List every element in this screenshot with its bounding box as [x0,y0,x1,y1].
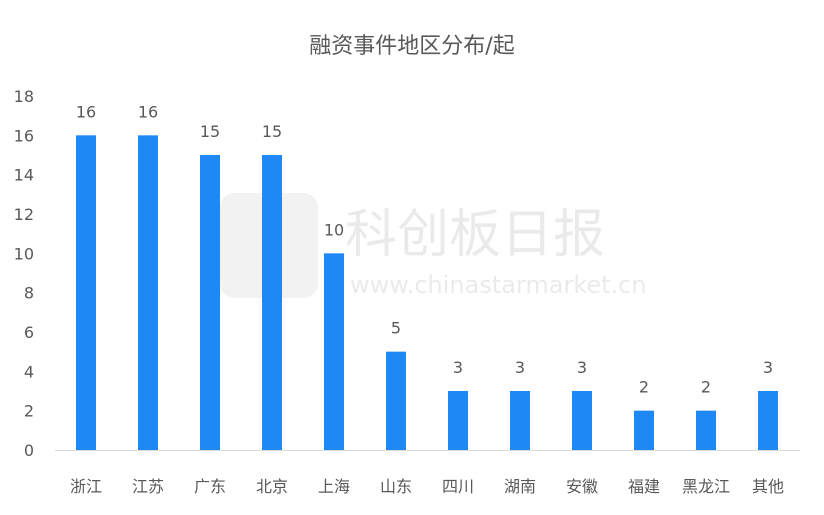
y-tick-label: 6 [24,323,34,342]
bar [510,391,530,450]
data-label: 2 [639,378,649,397]
bar [572,391,592,450]
data-label: 3 [763,358,773,377]
x-tick-label: 安徽 [566,477,598,496]
x-tick-label: 四川 [442,477,474,496]
y-tick-label: 16 [14,126,34,145]
data-label: 3 [453,358,463,377]
y-axis: 0 2 4 6 8 10 12 14 16 18 [14,87,34,460]
bar [262,155,282,450]
x-tick-label: 北京 [256,477,288,496]
x-tick-label: 上海 [318,477,350,496]
data-label: 16 [138,102,158,121]
y-tick-label: 18 [14,87,34,106]
y-tick-label: 0 [24,441,34,460]
bar [448,391,468,450]
data-label: 10 [324,220,344,239]
bar [76,135,96,451]
y-tick-label: 2 [24,402,34,421]
watermark: 科创板日报 www.chinastarmarket.cn [220,193,647,299]
x-tick-label: 浙江 [70,477,102,496]
bar [324,253,344,450]
y-tick-label: 14 [14,166,34,185]
data-label: 5 [391,319,401,338]
x-tick-label: 福建 [628,477,660,496]
x-tick-label: 江苏 [132,477,164,496]
x-tick-label: 山东 [380,477,412,496]
bar [138,135,158,451]
data-label: 3 [577,358,587,377]
chart-title: 融资事件地区分布/起 [309,34,514,59]
data-label: 16 [76,102,96,121]
watermark-url: www.chinastarmarket.cn [350,271,647,299]
data-label: 2 [701,378,711,397]
bars: 16 16 15 15 10 5 3 3 3 2 2 3 [76,102,778,451]
x-tick-label: 广东 [194,477,226,496]
bar [200,155,220,450]
y-tick-label: 4 [24,362,34,381]
x-tick-label: 黑龙江 [682,477,730,496]
watermark-name: 科创板日报 [345,205,605,265]
data-label: 3 [515,358,525,377]
y-tick-label: 10 [14,244,34,263]
bar [696,410,716,450]
bar [386,351,406,450]
x-tick-label: 其他 [752,477,784,496]
bar [758,391,778,450]
x-axis: 浙江 江苏 广东 北京 上海 山东 四川 湖南 安徽 福建 黑龙江 其他 [70,477,784,496]
data-label: 15 [262,122,282,141]
bar [634,410,654,450]
data-label: 15 [200,122,220,141]
y-tick-label: 8 [24,284,34,303]
x-tick-label: 湖南 [504,477,536,496]
y-tick-label: 12 [14,205,34,224]
